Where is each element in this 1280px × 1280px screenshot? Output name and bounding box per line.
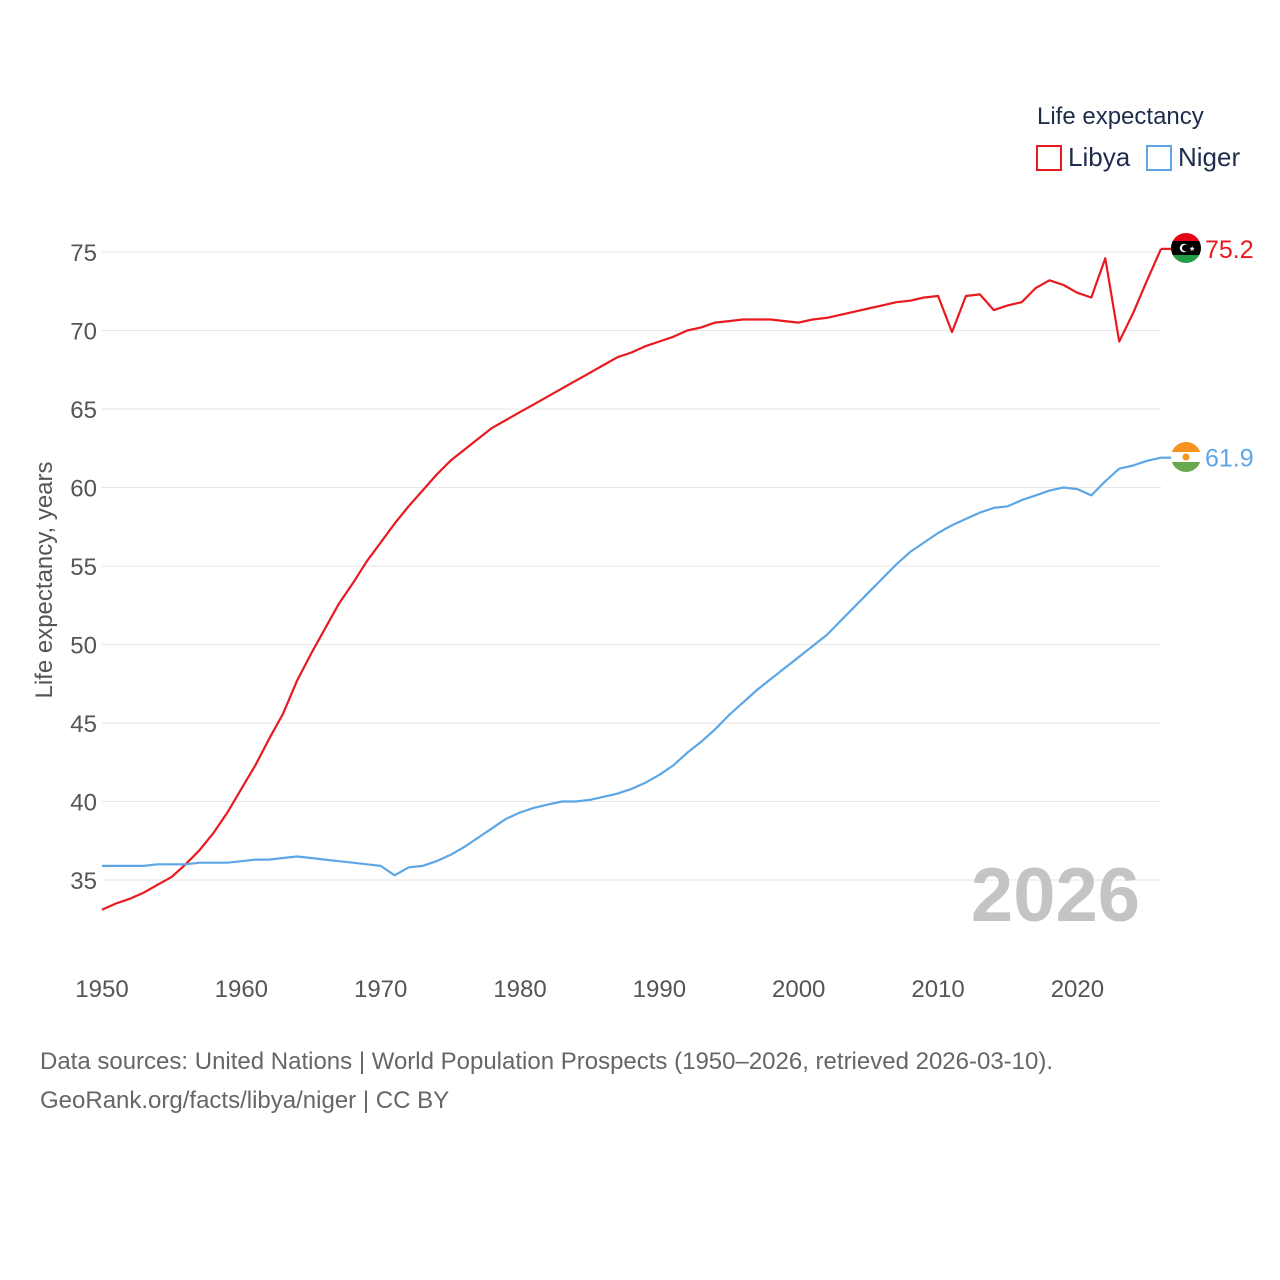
y-tick-label: 55 bbox=[70, 554, 97, 581]
end-label-niger: 61.9 bbox=[1205, 445, 1254, 473]
y-tick-label: 70 bbox=[70, 319, 97, 346]
gridlines bbox=[102, 251, 1161, 881]
x-tick-label: 1980 bbox=[493, 976, 546, 1003]
x-axis-ticks: 1950 1960 1970 1980 1990 2000 2010 2020 bbox=[75, 976, 1104, 1003]
niger-flag-icon bbox=[1171, 442, 1201, 472]
series-lines bbox=[101, 247, 1172, 911]
y-tick-label: 35 bbox=[70, 868, 97, 895]
current-year-label: 2026 bbox=[971, 853, 1140, 938]
x-tick-label: 1990 bbox=[633, 976, 686, 1003]
legend-swatch-libya bbox=[1036, 145, 1062, 171]
y-tick-label: 45 bbox=[70, 711, 97, 738]
legend-label-libya: Libya bbox=[1068, 142, 1131, 172]
source-note: Data sources: United Nations | World Pop… bbox=[40, 1042, 1260, 1120]
legend-item-libya[interactable]: Libya bbox=[1036, 142, 1131, 172]
legend-label-niger: Niger bbox=[1178, 142, 1240, 172]
x-tick-label: 1950 bbox=[75, 976, 128, 1003]
x-tick-label: 2010 bbox=[911, 976, 964, 1003]
y-tick-label: 60 bbox=[70, 476, 97, 503]
legend-item-niger[interactable]: Niger bbox=[1146, 142, 1240, 172]
y-tick-label: 65 bbox=[70, 397, 97, 424]
y-axis-title: Life expectancy, years bbox=[31, 461, 58, 698]
source-line-1: Data sources: United Nations | World Pop… bbox=[40, 1048, 1054, 1075]
series-line-niger[interactable] bbox=[102, 456, 1162, 877]
legend-title: Life expectancy bbox=[1037, 103, 1204, 130]
libya-flag-icon: ★ bbox=[1171, 233, 1201, 263]
y-tick-label: 50 bbox=[70, 633, 97, 660]
x-tick-label: 2000 bbox=[772, 976, 825, 1003]
legend-swatch-niger bbox=[1146, 145, 1172, 171]
x-tick-label: 1960 bbox=[215, 976, 268, 1003]
y-axis-ticks: 35 40 45 50 55 60 65 70 75 bbox=[70, 240, 97, 895]
source-line-2[interactable]: GeoRank.org/facts/libya/niger | CC BY bbox=[40, 1087, 450, 1114]
svg-text:★: ★ bbox=[1189, 245, 1195, 253]
series-line-libya[interactable] bbox=[101, 248, 1163, 911]
y-tick-label: 40 bbox=[70, 790, 97, 817]
x-tick-label: 1970 bbox=[354, 976, 407, 1003]
x-tick-label: 2020 bbox=[1051, 976, 1104, 1003]
end-label-libya: 75.2 bbox=[1205, 236, 1254, 264]
y-tick-label: 75 bbox=[70, 240, 97, 267]
legend: Life expectancy Libya Niger bbox=[1036, 103, 1240, 172]
end-value-labels: 75.2 61.9 bbox=[1205, 236, 1254, 473]
life-expectancy-chart: Life expectancy Libya Niger Life expecta… bbox=[31, 103, 1254, 1003]
